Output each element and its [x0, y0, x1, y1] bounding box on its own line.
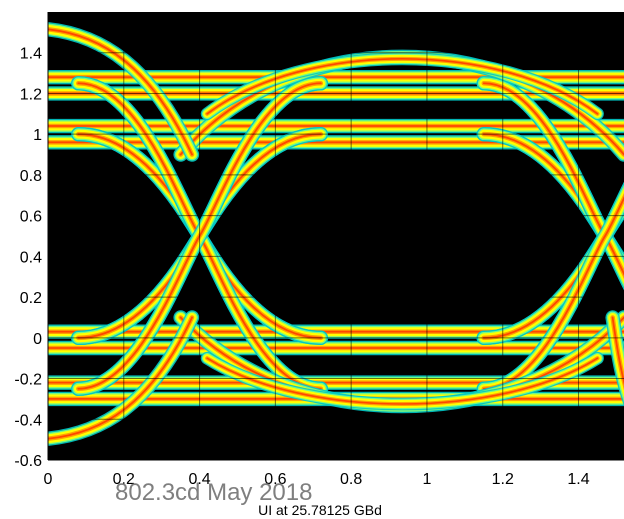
- y-tick-label: 0.2: [20, 290, 42, 307]
- x-tick-label: 0.2: [113, 471, 135, 488]
- x-tick-label: 0.4: [188, 471, 210, 488]
- footer-text: 802.3cd May 2018: [115, 479, 312, 506]
- y-tick-label: 0.8: [20, 168, 42, 185]
- x-tick-label: 0.6: [264, 471, 286, 488]
- y-tick-label: 1.2: [20, 86, 42, 103]
- y-tick-label: 0.6: [20, 209, 42, 226]
- y-tick-label: -0.4: [14, 412, 42, 429]
- eye-overshoot-arch: [206, 58, 599, 115]
- y-tick-label: 1: [33, 127, 42, 144]
- x-tick-label: 1.2: [492, 471, 514, 488]
- x-tick-label: 0.8: [340, 471, 362, 488]
- x-tick-labels: 0 0.2 0.4 0.6 0.8 1 1.2 1.4: [44, 471, 590, 488]
- eye-undershoot-arch: [206, 357, 599, 405]
- y-tick-label: 0.4: [20, 249, 42, 266]
- eye-undershoot-arch: [48, 316, 193, 440]
- grid-lines: [48, 12, 624, 460]
- y-tick-label: -0.2: [14, 372, 42, 389]
- y-tick-label: 0: [33, 331, 42, 348]
- y-tick-label: -0.6: [14, 453, 42, 470]
- eye-rising-edge: [482, 196, 624, 390]
- x-axis-label: UI at 25.78125 GBd: [258, 502, 382, 518]
- y-tick-label: 1.4: [20, 46, 42, 63]
- x-tick-label: 1: [422, 471, 431, 488]
- x-tick-label: 0: [44, 471, 53, 488]
- y-tick-labels: -0.6 -0.4 -0.2 0 0.2 0.4 0.6 0.8 1 1.2 1.4: [14, 46, 42, 470]
- eye-undershoot-arch: [611, 316, 624, 385]
- x-tick-label: 1.4: [567, 471, 589, 488]
- eye-overshoot-arch: [48, 28, 193, 156]
